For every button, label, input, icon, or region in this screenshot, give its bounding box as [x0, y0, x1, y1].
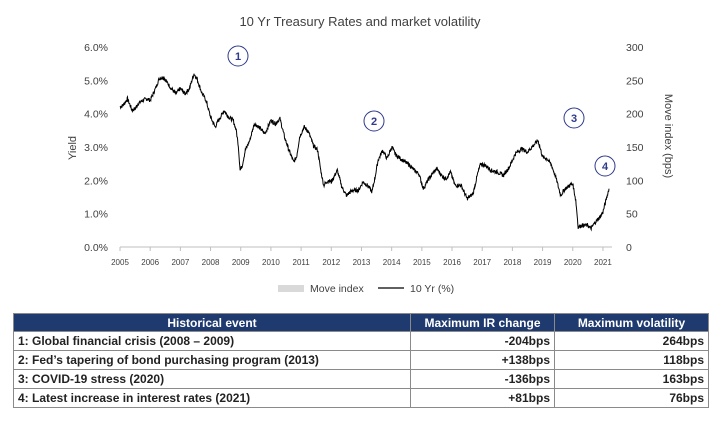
x-tick-label: 2005: [111, 258, 129, 267]
ir-change-cell: -136bps: [410, 369, 555, 389]
y2-tick-label: 200: [626, 109, 644, 121]
table-row: 4: Latest increase in interest rates (20…: [13, 388, 709, 408]
x-tick-label: 2014: [383, 258, 401, 267]
annotation-circle: [594, 155, 616, 177]
y2-tick-label: 250: [626, 75, 644, 87]
annotation-marker: 1: [227, 45, 249, 67]
x-tick-label: 2015: [413, 258, 431, 267]
events-table: Historical event Maximum IR change Maxim…: [13, 313, 709, 408]
chart-title: 10 Yr Treasury Rates and market volatili…: [239, 14, 481, 29]
volatility-cell: 163bps: [554, 369, 709, 389]
x-tick-label: 2008: [202, 258, 220, 267]
table-row: 2: Fed’s tapering of bond purchasing pro…: [13, 350, 709, 370]
x-tick-label: 2009: [232, 258, 250, 267]
x-tick-label: 2019: [534, 258, 552, 267]
y2-axis-label: Move index (bps): [662, 94, 674, 178]
annotation-marker: 3: [563, 107, 585, 129]
annotation-label: 4: [602, 161, 609, 173]
y2-tick-label: 100: [626, 175, 644, 187]
y-tick-label: 0.0%: [84, 242, 108, 254]
x-tick-label: 2021: [594, 258, 612, 267]
x-tick-label: 2020: [564, 258, 582, 267]
y-tick-label: 1.0%: [84, 209, 108, 221]
x-tick-label: 2012: [322, 258, 340, 267]
legend-swatch-move-index: [278, 285, 304, 292]
event-cell: 2: Fed’s tapering of bond purchasing pro…: [13, 350, 411, 370]
y2-tick-label: 300: [626, 42, 644, 54]
x-tick-label: 2016: [443, 258, 461, 267]
legend-label-10yr: 10 Yr (%): [410, 283, 454, 295]
header-max-volatility: Maximum volatility: [554, 313, 709, 332]
y2-tick-label: 0: [626, 242, 632, 254]
x-tick-label: 2011: [293, 258, 311, 267]
y-axis-label: Yield: [67, 136, 79, 160]
y-tick-label: 6.0%: [84, 42, 108, 54]
annotation-marker: 4: [594, 155, 616, 177]
header-historical-event: Historical event: [13, 313, 411, 332]
chart: 10 Yr Treasury Rates and market volatili…: [67, 14, 674, 295]
annotation-circle: [363, 110, 385, 132]
ir-change-cell: +81bps: [410, 388, 555, 408]
y-tick-label: 2.0%: [84, 175, 108, 187]
event-cell: 4: Latest increase in interest rates (20…: [13, 388, 411, 408]
y-tick-label: 3.0%: [84, 142, 108, 154]
annotation-layer: 1 2 3 4: [227, 45, 616, 177]
series-layer: [119, 73, 610, 232]
event-cell: 3: COVID-19 stress (2020): [13, 369, 411, 389]
annotation-circle: [227, 45, 249, 67]
table-header-row: Historical event Maximum IR change Maxim…: [13, 313, 709, 332]
legend-label-move-index: Move index: [310, 283, 364, 295]
annotation-label: 3: [571, 113, 577, 125]
annotation-marker: 2: [363, 110, 385, 132]
ticks-layer: 2005 2006 2007 2008 2009 2010 2011 2012 2013 2014…: [84, 42, 644, 267]
header-max-ir-change: Maximum IR change: [410, 313, 555, 332]
annotation-circle: [563, 107, 585, 129]
annotation-label: 1: [235, 51, 241, 63]
ir-change-cell: +138bps: [410, 350, 555, 370]
event-cell: 1: Global financial crisis (2008 – 2009): [13, 331, 411, 351]
y2-tick-label: 150: [626, 142, 644, 154]
x-tick-label: 2007: [171, 258, 189, 267]
series-line-10yr: [119, 73, 610, 232]
y-tick-label: 5.0%: [84, 75, 108, 87]
volatility-cell: 76bps: [554, 388, 709, 408]
table-row: 3: COVID-19 stress (2020) -136bps 163bps: [13, 369, 709, 389]
x-tick-label: 2018: [503, 258, 521, 267]
volatility-cell: 118bps: [554, 350, 709, 370]
x-tick-label: 2013: [353, 258, 371, 267]
x-tick-label: 2017: [473, 258, 491, 267]
y2-tick-label: 50: [626, 209, 638, 221]
legend: Move index 10 Yr (%): [278, 283, 454, 295]
annotation-label: 2: [371, 116, 377, 128]
y-tick-label: 4.0%: [84, 109, 108, 121]
ir-change-cell: -204bps: [410, 331, 555, 351]
volatility-cell: 264bps: [554, 331, 709, 351]
table-row: 1: Global financial crisis (2008 – 2009)…: [13, 331, 709, 351]
x-tick-label: 2010: [262, 258, 280, 267]
x-tick-label: 2006: [141, 258, 159, 267]
